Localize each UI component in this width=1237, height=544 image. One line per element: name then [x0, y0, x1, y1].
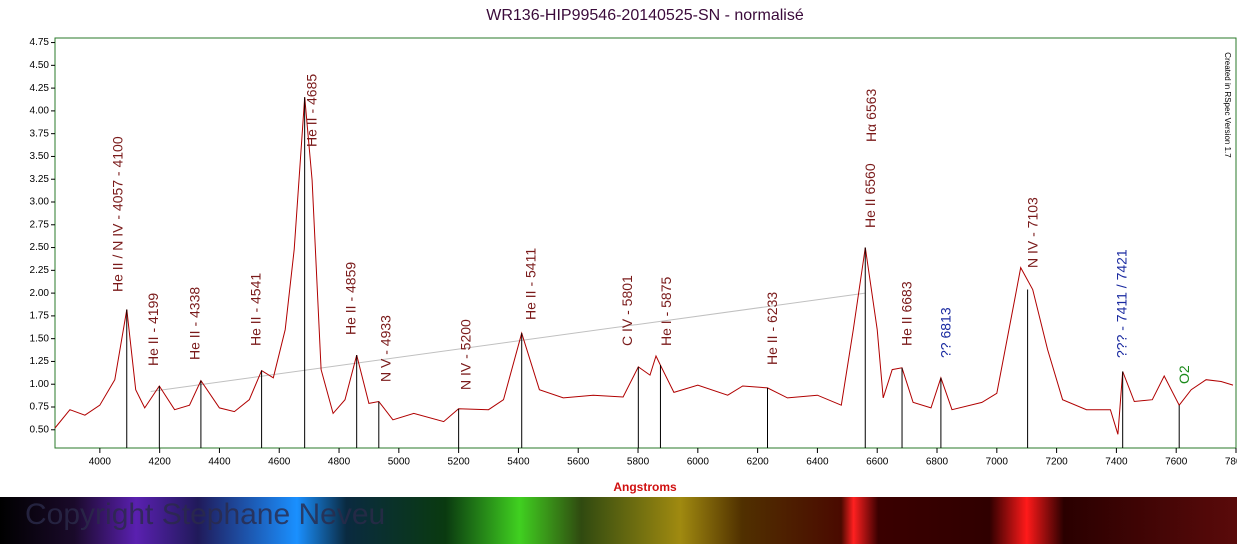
annotation-label: ??? - 7411 / 7421	[1113, 249, 1129, 358]
y-tick-label: 1.25	[30, 356, 50, 367]
plot-frame	[54, 37, 1237, 449]
y-tick-label: 4.25	[30, 83, 50, 94]
y-tick-label: 2.50	[30, 242, 50, 253]
x-tick-label: 4800	[328, 457, 351, 468]
y-tick-label: 3.00	[30, 197, 50, 208]
annotation-label: Hα 6563	[863, 89, 879, 142]
spectrum-strip	[0, 497, 1237, 544]
annotation-label: He II - 4685	[303, 74, 319, 147]
annotation-label: N IV - 7103	[1024, 197, 1040, 268]
x-tick-label: 5800	[627, 457, 650, 468]
annotation-label: N IV - 5200	[457, 319, 473, 390]
annotation-label: He II - 4199	[145, 293, 161, 366]
y-tick-label: 2.25	[30, 265, 50, 276]
y-tick-label: 3.50	[30, 151, 50, 162]
x-tick-label: 4200	[149, 457, 172, 468]
annotation-label: He I - 5875	[658, 277, 674, 346]
annotation-label: N V - 4933	[378, 315, 394, 382]
y-tick-label: 1.75	[30, 311, 50, 322]
annotation-label: O2	[1176, 365, 1192, 384]
annotation-label: He II 6560	[862, 163, 878, 228]
y-tick-label: 4.00	[30, 106, 50, 117]
annotation-label: He II - 5411	[522, 248, 538, 320]
y-tick-label: 3.75	[30, 128, 50, 139]
chart-title: WR136-HIP99546-20140525-SN - normalisé	[486, 7, 804, 24]
y-tick-label: 0.75	[30, 402, 50, 413]
y-tick-label: 2.75	[30, 219, 50, 230]
y-tick-label: 1.50	[30, 333, 50, 344]
annotation-label: He II / N IV - 4057 - 4100	[109, 136, 125, 292]
annotation-label: C IV - 5801	[619, 275, 635, 346]
x-tick-label: 7400	[1105, 457, 1128, 468]
x-tick-label: 5200	[448, 457, 471, 468]
x-tick-label: 6600	[866, 457, 889, 468]
x-axis-label: Angstroms	[613, 480, 677, 494]
x-tick-label: 6400	[806, 457, 829, 468]
annotation-label: He II - 4338	[187, 287, 203, 360]
x-tick-label: 4600	[268, 457, 291, 468]
credit: Created in RSpec Version 1.7	[1223, 52, 1232, 158]
y-tick-label: 4.75	[30, 37, 50, 48]
copyright: Copyright Stephane Neveu	[25, 498, 385, 531]
x-tick-label: 7200	[1045, 457, 1068, 468]
annotation-label: ?? 6813	[938, 307, 954, 358]
x-tick-label: 7000	[986, 457, 1009, 468]
y-tick-label: 4.50	[30, 60, 50, 71]
x-tick-label: 5400	[507, 457, 530, 468]
annotation-label: He II - 4541	[247, 273, 263, 346]
x-tick-label: 5600	[567, 457, 590, 468]
x-tick-label: 6000	[687, 457, 710, 468]
annotation-label: He II - 6233	[764, 292, 780, 365]
y-tick-label: 2.00	[30, 288, 50, 299]
annotation-label: He II - 4859	[342, 262, 358, 335]
y-tick-label: 0.50	[30, 424, 50, 435]
x-tick-label: 7600	[1165, 457, 1188, 468]
y-tick-label: 1.00	[30, 379, 50, 390]
x-tick-label: 4000	[89, 457, 112, 468]
annotation-label: He II 6683	[899, 281, 915, 346]
y-tick-label: 3.25	[30, 174, 50, 185]
x-tick-label: 4400	[208, 457, 231, 468]
x-tick-label: 6800	[926, 457, 949, 468]
x-tick-label: 7800	[1225, 457, 1237, 468]
spectrum-line	[54, 97, 1234, 435]
x-tick-label: 6200	[746, 457, 769, 468]
x-tick-label: 5000	[388, 457, 411, 468]
